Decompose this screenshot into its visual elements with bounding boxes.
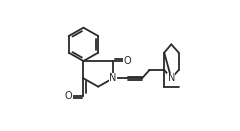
Text: O: O xyxy=(124,56,132,66)
Text: N: N xyxy=(168,73,175,83)
Text: O: O xyxy=(65,91,72,101)
Text: N: N xyxy=(109,73,117,83)
